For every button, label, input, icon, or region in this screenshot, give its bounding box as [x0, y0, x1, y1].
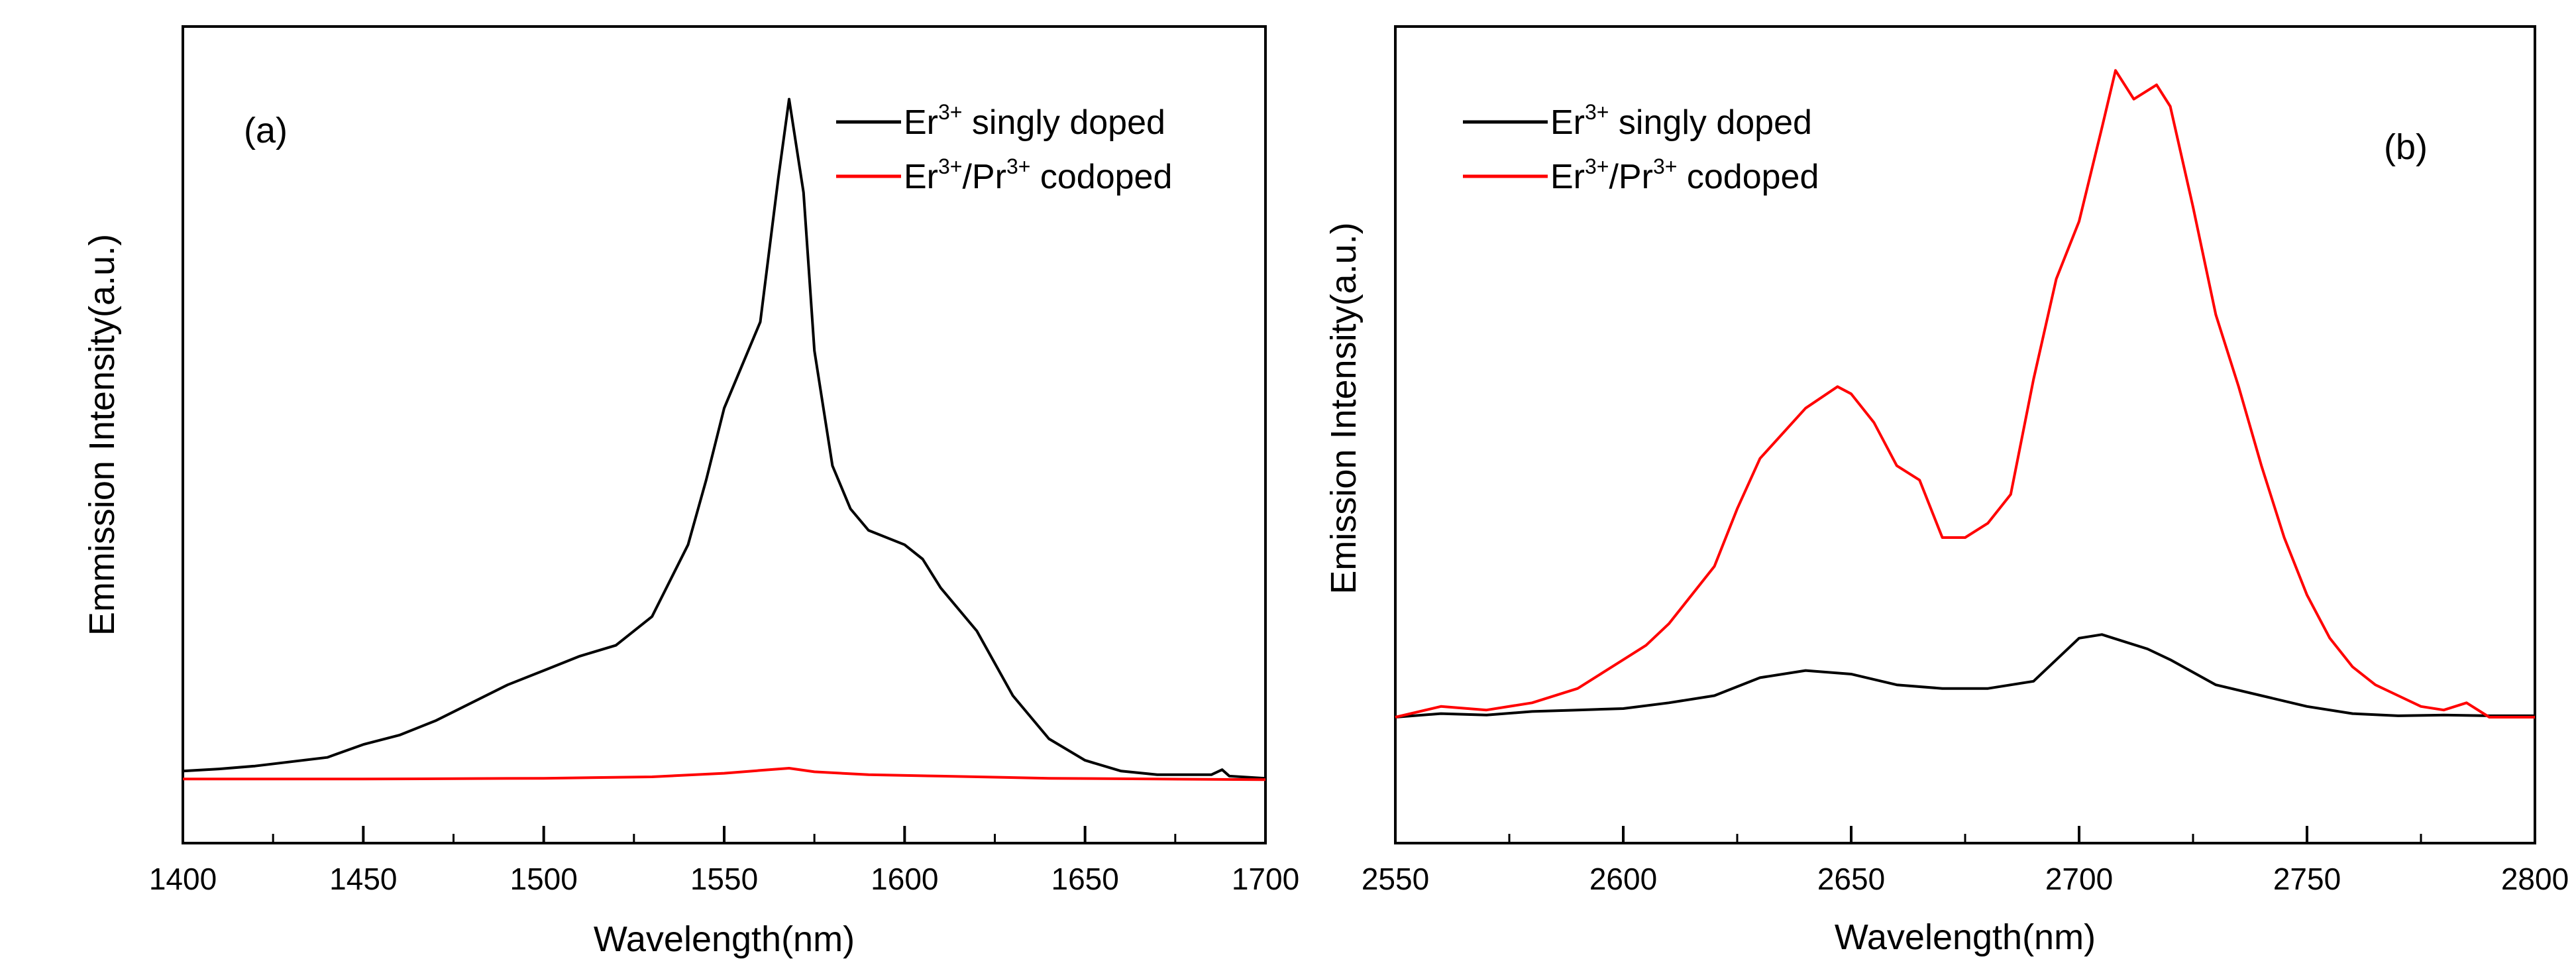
plot-area-b	[1394, 25, 2536, 844]
series-lines-b	[1395, 69, 2535, 719]
y-axis-label-b: Emission Intensity(a.u.)	[1324, 222, 1364, 594]
legend-entry-er-singly-b: Er3+ singly doped	[1550, 100, 1812, 142]
legend-entry-er-pr-b: Er3+/Pr3+ codoped	[1550, 154, 1819, 196]
chart-panel-a: 1400 1450 1500 1550 1600 1650 1700 Wavelength(…	[82, 25, 1299, 959]
plot-area-a	[182, 25, 1267, 844]
chart-panel-b: 2550 2600 2650 2700 2750 2800 Wavelength(nm) …	[1324, 25, 2569, 957]
x-tick-label-2600: 2600	[1589, 862, 1657, 896]
series-line-er-pr-codoped	[183, 767, 1266, 781]
legend-entry-er-pr-a: Er3+/Pr3+ codoped	[904, 154, 1172, 196]
x-ticks-a: 1400 1450 1500 1550 1600 1650 1700	[149, 826, 1299, 896]
series-line-er-singly-doped	[182, 97, 1266, 780]
x-axis-label-a: Wavelength(nm)	[594, 919, 855, 959]
panel-label-b: (b)	[2384, 127, 2428, 167]
x-tick-label-2700: 2700	[2045, 862, 2113, 896]
x-tick-label-1550: 1550	[690, 862, 758, 896]
x-tick-label-2650: 2650	[1817, 862, 1885, 896]
x-tick-label-1500: 1500	[510, 862, 577, 896]
series-lines-a	[182, 97, 1266, 781]
x-tick-label-1600: 1600	[871, 862, 938, 896]
legend-a: Er3+ singly doped Er3+/Pr3+ codoped	[836, 100, 1172, 196]
x-axis-label-b: Wavelength(nm)	[1835, 917, 2096, 957]
x-ticks-b: 2550 2600 2650 2700 2750 2800	[1362, 826, 2569, 896]
x-tick-label-1450: 1450	[329, 862, 397, 896]
series-line-er-singly-doped	[1395, 633, 2535, 719]
panel-label-a: (a)	[244, 111, 288, 150]
x-tick-label-1650: 1650	[1051, 862, 1118, 896]
x-tick-label-2750: 2750	[2273, 862, 2341, 896]
x-tick-label-2550: 2550	[1362, 862, 1429, 896]
x-tick-label-1400: 1400	[149, 862, 217, 896]
legend-entry-er-singly-a: Er3+ singly doped	[904, 100, 1165, 142]
series-line-er-pr-codoped	[1395, 69, 2535, 719]
x-tick-label-2800: 2800	[2501, 862, 2569, 896]
legend-b: Er3+ singly doped Er3+/Pr3+ codoped	[1463, 100, 1819, 196]
y-axis-label-a: Emmission Intensity(a.u.)	[82, 234, 122, 636]
x-tick-label-1700: 1700	[1232, 862, 1299, 896]
